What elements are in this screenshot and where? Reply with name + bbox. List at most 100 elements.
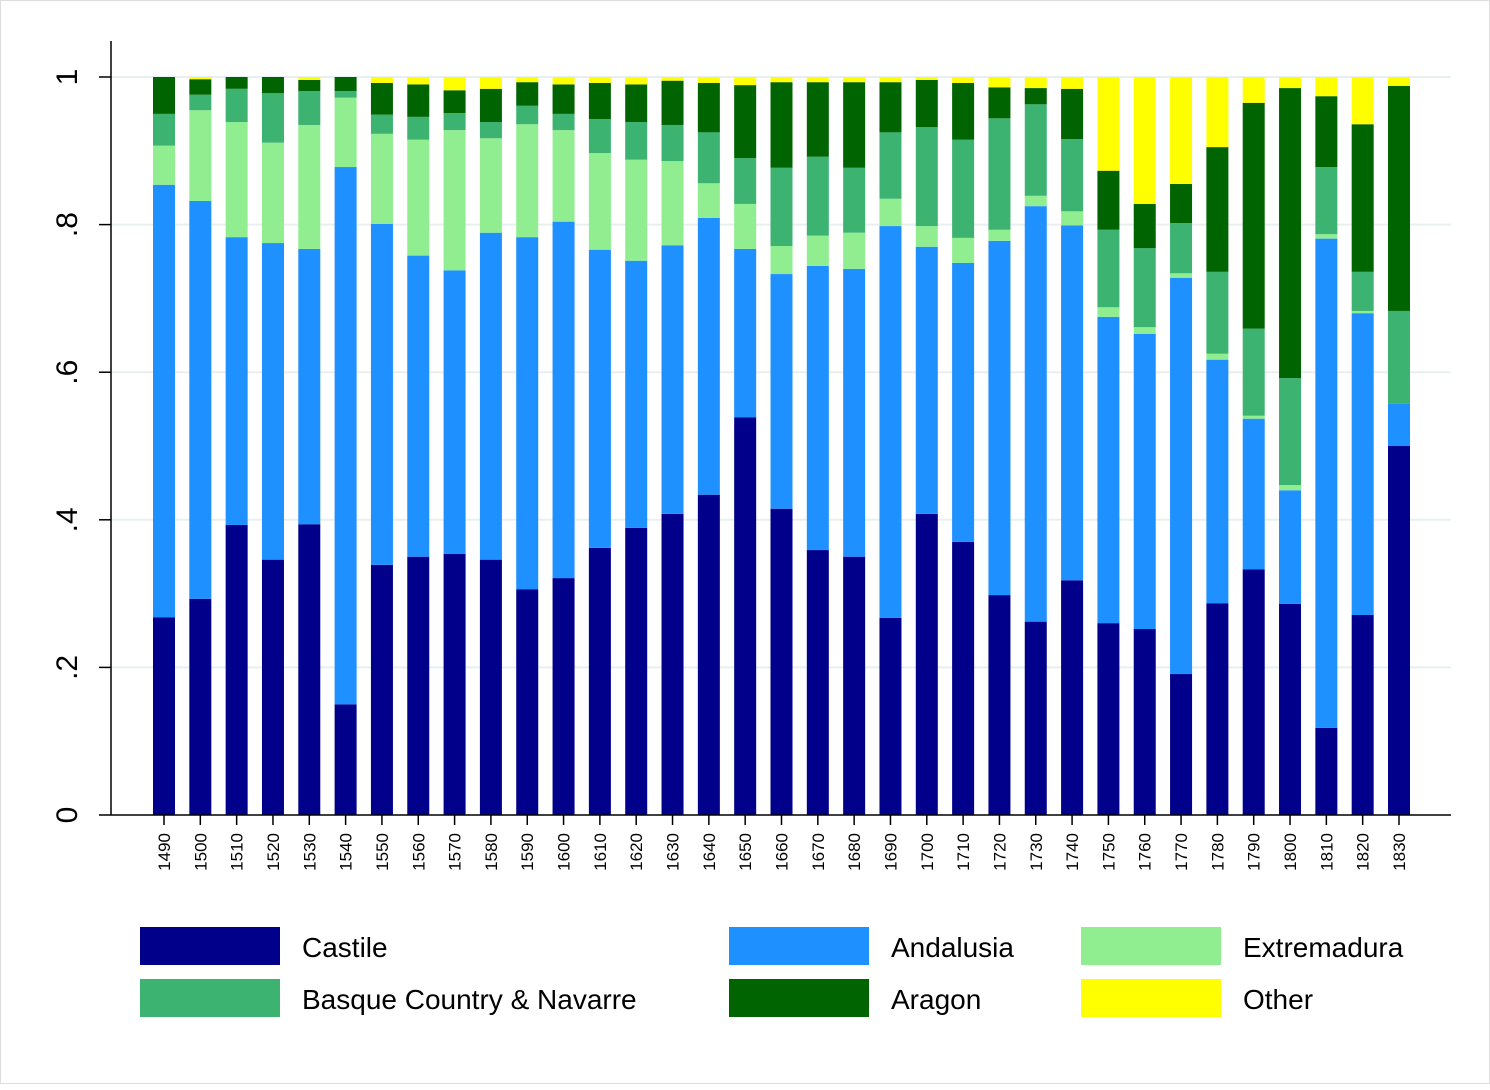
bar-segment-aragon — [915, 79, 938, 128]
bar-segment-other — [661, 77, 684, 81]
bar-segment-basque-country-navarre — [407, 116, 430, 140]
bar-segment-basque-country-navarre — [1315, 167, 1338, 235]
bar-segment-aragon — [1315, 96, 1338, 168]
bar-segment-other — [479, 77, 502, 89]
bar-segment-extremadura — [1315, 234, 1338, 239]
x-tick-label: 1700 — [918, 833, 937, 871]
legend-swatch — [140, 979, 280, 1017]
x-tick-label: 1670 — [809, 833, 828, 871]
bar-segment-extremadura — [1242, 415, 1265, 419]
bar-segment-other — [734, 77, 757, 86]
bar-segment-extremadura — [843, 232, 866, 269]
bar-segment-andalusia — [552, 221, 575, 579]
bar-segment-extremadura — [806, 235, 829, 266]
bar-segment-other — [879, 77, 902, 83]
legend-label: Basque Country & Navarre — [302, 984, 637, 1015]
bar-segment-andalusia — [370, 223, 393, 565]
bar-segment-aragon — [1351, 124, 1374, 272]
bar-segment-basque-country-navarre — [189, 94, 212, 111]
bar-segment-castile — [552, 578, 575, 815]
bar-segment-basque-country-navarre — [843, 167, 866, 233]
bar-segment-extremadura — [1061, 211, 1084, 226]
bar-segment-andalusia — [1242, 418, 1265, 570]
y-tick-label: .4 — [51, 507, 84, 532]
bar-segment-basque-country-navarre — [1097, 229, 1120, 308]
bar-segment-aragon — [1242, 102, 1265, 329]
bar-segment-extremadura — [952, 237, 975, 263]
legend-label: Other — [1243, 984, 1313, 1015]
bar-segment-castile — [1351, 615, 1374, 815]
bar-segment-extremadura — [661, 161, 684, 246]
bar-segment-castile — [225, 524, 248, 815]
x-tick-label: 1510 — [228, 833, 247, 871]
bar-segment-basque-country-navarre — [225, 88, 248, 123]
bar-segment-castile — [1170, 674, 1193, 815]
bar-segment-other — [843, 77, 866, 83]
bar-segment-basque-country-navarre — [153, 113, 175, 146]
legend-swatch — [1081, 927, 1221, 965]
bar-segment-basque-country-navarre — [516, 105, 539, 125]
x-tick-label: 1660 — [773, 833, 792, 871]
bar-segment-basque-country-navarre — [1170, 223, 1193, 274]
bar-segment-andalusia — [588, 249, 611, 548]
bar-segment-aragon — [661, 80, 684, 125]
bar-segment-basque-country-navarre — [443, 113, 466, 131]
x-tick-label: 1600 — [555, 833, 574, 871]
bar-segment-basque-country-navarre — [915, 127, 938, 227]
bar-segment-castile — [1097, 623, 1120, 815]
bar-segment-extremadura — [370, 133, 393, 224]
bar-segment-basque-country-navarre — [879, 132, 902, 199]
bar-segment-other — [1206, 77, 1229, 148]
bar-segment-castile — [1024, 621, 1047, 815]
bar-segment-other — [952, 77, 975, 83]
bar-segment-aragon — [261, 77, 284, 94]
bar-segment-castile — [988, 595, 1011, 815]
bar-segment-basque-country-navarre — [988, 118, 1011, 230]
x-tick-label: 1800 — [1281, 833, 1300, 871]
bar-segment-other — [625, 77, 648, 85]
x-tick-label: 1770 — [1172, 833, 1191, 871]
legend-swatch — [729, 979, 869, 1017]
bar-segment-basque-country-navarre — [952, 139, 975, 238]
x-tick-label: 1810 — [1317, 833, 1336, 871]
bar-segment-basque-country-navarre — [661, 124, 684, 162]
bar-segment-aragon — [588, 82, 611, 120]
bar-segment-castile — [697, 494, 720, 815]
bar-segment-andalusia — [661, 245, 684, 514]
y-tick-label: .8 — [51, 212, 84, 237]
bar-segment-other — [298, 77, 321, 80]
bar-segment-andalusia — [1388, 403, 1410, 446]
bar-segment-extremadura — [334, 97, 357, 168]
bar-segment-castile — [516, 589, 539, 815]
x-tick-label: 1500 — [191, 833, 210, 871]
bar-segment-aragon — [552, 84, 575, 114]
bar-segment-other — [988, 77, 1011, 88]
bar-segment-andalusia — [843, 268, 866, 557]
bar-segment-castile — [407, 556, 430, 815]
bar-segment-aragon — [225, 77, 248, 89]
bar-segment-other — [370, 77, 393, 83]
bar-segment-andalusia — [479, 232, 502, 560]
bar-segment-castile — [153, 617, 175, 815]
bar-segment-other — [1097, 77, 1120, 171]
legend-swatch — [1081, 979, 1221, 1017]
bar-segment-extremadura — [734, 203, 757, 249]
bar-segment-andalusia — [1279, 490, 1302, 604]
x-tick-label: 1790 — [1245, 833, 1264, 871]
bar-segment-castile — [261, 559, 284, 815]
bar-segment-andalusia — [153, 184, 175, 618]
bar-segment-extremadura — [1097, 307, 1120, 317]
bar-segment-extremadura — [770, 246, 793, 275]
bar-segment-other — [1242, 77, 1265, 103]
y-tick-label: .2 — [51, 655, 84, 680]
legend-swatch — [140, 927, 280, 965]
x-tick-label: 1630 — [664, 833, 683, 871]
bar-segment-castile — [915, 513, 938, 815]
bar-segment-aragon — [625, 84, 648, 123]
bar-segment-andalusia — [516, 237, 539, 590]
bar-segment-other — [915, 77, 938, 80]
bar-segment-basque-country-navarre — [697, 132, 720, 184]
bar-segment-basque-country-navarre — [1206, 271, 1229, 354]
bar-segment-extremadura — [407, 139, 430, 256]
x-tick-label: 1490 — [155, 833, 174, 871]
